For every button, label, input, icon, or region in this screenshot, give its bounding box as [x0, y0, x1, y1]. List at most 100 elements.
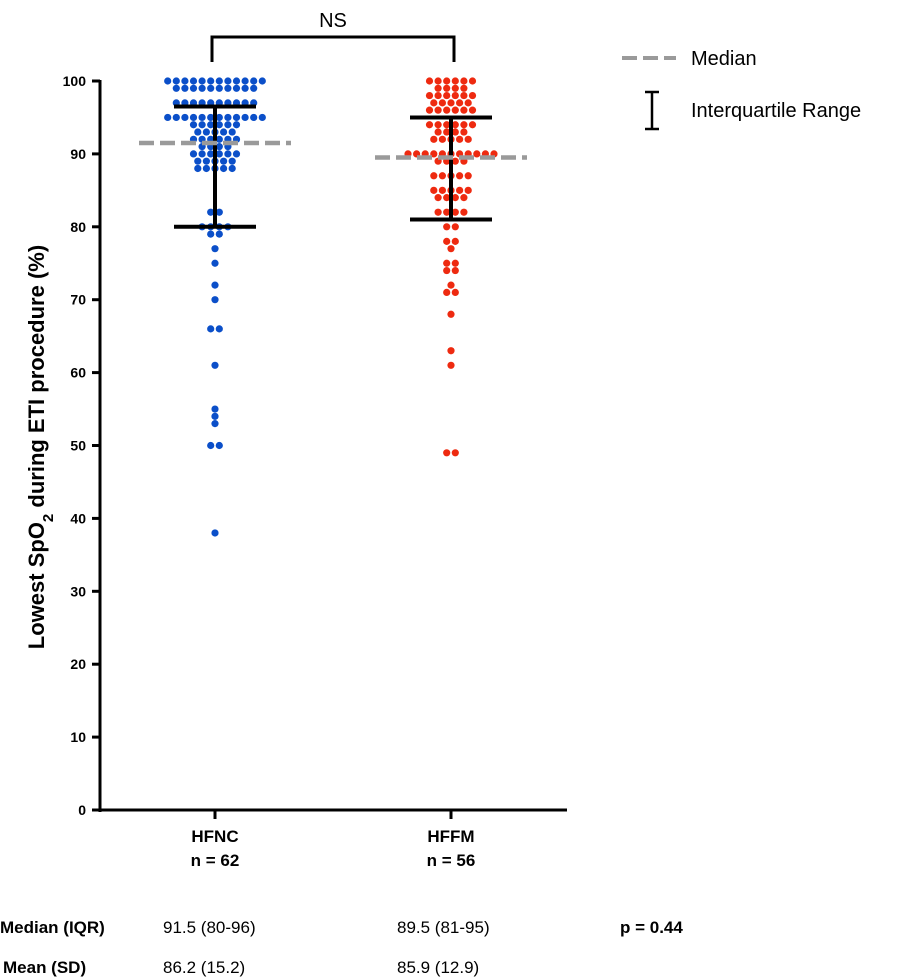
data-point-hffm — [443, 449, 451, 457]
data-point-hffm — [425, 91, 434, 100]
data-point-hfnc — [207, 84, 215, 92]
data-point-hffm — [443, 194, 451, 202]
data-point-hfnc — [258, 113, 266, 122]
data-point-hfnc — [202, 164, 210, 173]
data-point-hffm — [447, 281, 455, 289]
data-point-hfnc — [224, 77, 232, 85]
data-point-hfnc — [215, 135, 223, 143]
stats-row-mean-hfnc: 86.2 (15.2) — [163, 958, 245, 977]
data-point-hffm — [468, 77, 477, 85]
data-point-hffm — [434, 91, 442, 100]
data-point-hffm — [460, 106, 468, 114]
data-point-hffm — [434, 194, 442, 202]
data-point-hfnc — [215, 150, 223, 158]
data-point-hffm — [460, 77, 468, 85]
stats-table: Median (IQR) 91.5 (80-96) 89.5 (81-95) p… — [0, 918, 683, 977]
data-point-hfnc — [241, 113, 249, 122]
stats-row-median-hffm: 89.5 (81-95) — [397, 918, 490, 937]
data-point-hfnc — [207, 150, 215, 158]
data-point-hfnc — [211, 529, 219, 537]
data-point-hfnc — [207, 121, 215, 129]
y-tick-label: 30 — [70, 583, 86, 599]
data-point-hffm — [456, 99, 464, 107]
data-point-hffm — [434, 208, 442, 216]
data-point-hfnc — [232, 113, 241, 122]
data-point-hffm — [443, 106, 451, 114]
y-ticks: 0 10 20 30 40 50 60 70 80 90 100 — [63, 73, 100, 818]
stats-row-mean-hffm: 85.9 (12.9) — [397, 958, 479, 977]
data-point-hffm — [456, 135, 464, 143]
data-point-hfnc — [250, 84, 258, 92]
data-point-hffm — [447, 99, 455, 107]
data-point-hfnc — [258, 77, 266, 85]
significance-bracket — [210, 35, 456, 62]
data-point-hffm — [451, 208, 459, 216]
data-point-hfnc — [198, 84, 206, 92]
data-point-hfnc — [194, 157, 202, 165]
data-point-hffm — [468, 91, 477, 100]
legend-median-label: Median — [691, 48, 757, 70]
legend: Median Interquartile Range — [622, 48, 861, 131]
data-point-hffm — [451, 237, 459, 245]
data-point-hfnc — [172, 113, 180, 122]
data-point-hffm — [430, 172, 438, 180]
data-point-hfnc — [189, 121, 198, 129]
data-point-hfnc — [215, 84, 223, 92]
data-point-hfnc — [207, 208, 215, 216]
data-point-hffm — [451, 77, 459, 85]
data-point-hfnc — [220, 157, 228, 165]
data-point-hfnc — [228, 164, 236, 173]
data-point-hfnc — [215, 230, 223, 238]
data-point-hffm — [434, 121, 442, 129]
data-point-hfnc — [211, 281, 219, 289]
data-point-hfnc — [211, 245, 219, 253]
data-point-hfnc — [241, 77, 249, 85]
data-point-hfnc — [207, 113, 215, 122]
data-point-hfnc — [224, 84, 232, 92]
data-point-hfnc — [232, 121, 241, 129]
data-point-hfnc — [189, 84, 198, 92]
data-point-hfnc — [215, 77, 223, 85]
category-label-hfnc: HFNC — [191, 827, 238, 846]
data-point-hffm — [443, 84, 451, 92]
data-point-hffm — [451, 449, 459, 457]
data-point-hffm — [443, 266, 451, 275]
stats-row-median-label: Median (IQR) — [0, 918, 105, 937]
data-point-hfnc — [172, 84, 180, 92]
data-point-hfnc — [215, 208, 223, 216]
y-tick-label: 50 — [70, 438, 86, 454]
data-point-hffm — [451, 266, 459, 275]
data-point-hffm — [451, 121, 459, 129]
data-point-hfnc — [211, 296, 219, 304]
data-point-hfnc — [224, 113, 232, 122]
data-point-hffm — [464, 135, 472, 143]
data-point-hffm — [464, 99, 472, 107]
data-point-hfnc — [189, 77, 198, 85]
data-point-hfnc — [202, 157, 210, 165]
y-tick-label: 90 — [70, 146, 86, 162]
y-tick-label: 100 — [63, 73, 87, 89]
stats-row-median-hfnc: 91.5 (80-96) — [163, 918, 256, 937]
data-point-hffm — [473, 150, 481, 158]
data-point-hffm — [438, 99, 446, 107]
category-n-hfnc: n = 62 — [191, 851, 240, 870]
data-point-hffm — [451, 128, 459, 136]
data-point-hffm — [434, 84, 442, 92]
data-point-hfnc — [232, 77, 241, 85]
data-point-hfnc — [164, 77, 172, 85]
data-point-hfnc — [211, 405, 219, 413]
data-point-hffm — [451, 194, 459, 202]
data-point-hffm — [460, 194, 468, 202]
data-point-hfnc — [220, 164, 228, 173]
data-point-hfnc — [198, 77, 206, 85]
data-point-hffm — [443, 128, 451, 136]
data-point-hfnc — [172, 77, 180, 85]
data-point-hffm — [451, 157, 459, 165]
data-point-hfnc — [198, 113, 206, 122]
stats-p-value: p = 0.44 — [620, 918, 683, 937]
data-point-hfnc — [224, 121, 232, 129]
data-point-hfnc — [211, 412, 219, 420]
data-point-hffm — [430, 186, 438, 194]
data-point-hffm — [443, 288, 451, 297]
data-point-hfnc — [211, 361, 219, 369]
